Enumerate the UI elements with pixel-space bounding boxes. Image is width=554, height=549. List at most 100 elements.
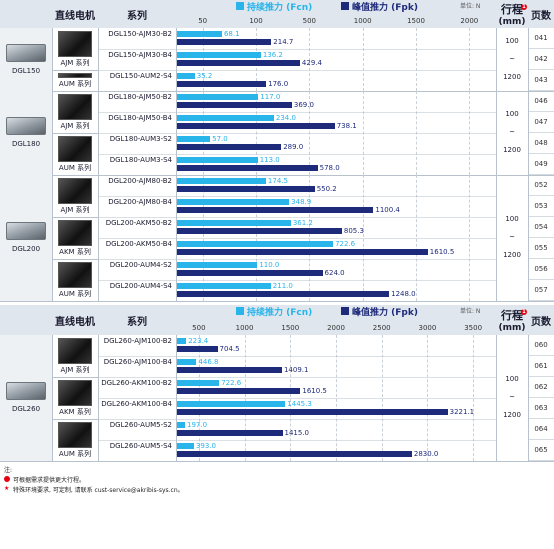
- row-divider: [98, 217, 496, 218]
- divider: [98, 175, 99, 301]
- peak-bar: [176, 270, 323, 276]
- page-link[interactable]: 060: [528, 335, 554, 356]
- peak-bar: [176, 81, 267, 87]
- continuous-value: 197.0: [187, 421, 208, 429]
- group-divider: [0, 91, 554, 92]
- motor-image: [58, 73, 92, 78]
- stroke-max: 1200: [503, 411, 521, 419]
- notes-prefix: 注:: [4, 467, 13, 474]
- axis-tick-label: 2000: [327, 324, 345, 332]
- divider: [52, 133, 98, 134]
- model-name: DGL200-AUM4-S2: [109, 261, 172, 269]
- peak-value: 176.0: [268, 80, 289, 88]
- peak-value: 1610.5: [429, 248, 455, 256]
- continuous-value: 110.0: [259, 261, 280, 269]
- row-divider: [98, 356, 496, 357]
- axis-tick-label: 1500: [407, 17, 425, 25]
- stage-image: [6, 117, 46, 135]
- continuous-value: 722.6: [335, 240, 356, 248]
- page-link[interactable]: 057: [528, 280, 554, 301]
- page-link[interactable]: 064: [528, 419, 554, 440]
- motor-image: [58, 262, 92, 288]
- model-name: DGL150-AJM30-B2: [108, 30, 172, 38]
- continuous-bar: [176, 73, 195, 79]
- page-link[interactable]: 055: [528, 238, 554, 259]
- divider: [98, 335, 99, 461]
- unit-label: 单位: N: [460, 3, 481, 10]
- page-link[interactable]: 048: [528, 133, 554, 154]
- divider: [176, 91, 177, 175]
- header-direct-motor: 直线电机: [52, 0, 98, 28]
- row-divider: [98, 49, 496, 50]
- divider: [52, 217, 98, 218]
- continuous-value: 223.4: [188, 337, 209, 345]
- legend-continuous-label: 持续推力 (Fcn): [247, 3, 313, 13]
- page-link[interactable]: 042: [528, 49, 554, 70]
- stage-image: [6, 43, 46, 62]
- stroke-unit: (mm): [498, 323, 526, 333]
- page-link[interactable]: 047: [528, 112, 554, 133]
- header-series: 系列: [98, 0, 176, 28]
- divider: [496, 28, 497, 91]
- peak-value: 1248.0: [391, 290, 416, 298]
- divider: [528, 28, 529, 91]
- continuous-value: 136.2: [262, 51, 283, 59]
- stroke-tilde: ~: [509, 128, 515, 136]
- motor-series-label: AJM 系列: [60, 366, 90, 374]
- peak-value: 805.3: [343, 227, 364, 235]
- page-link[interactable]: 054: [528, 217, 554, 238]
- page-link[interactable]: 053: [528, 196, 554, 217]
- row-divider: [98, 196, 496, 197]
- group-divider: [0, 175, 554, 176]
- note-marker-icon: 1: [521, 4, 527, 10]
- page-link[interactable]: 043: [528, 70, 554, 91]
- divider: [176, 28, 177, 91]
- model-name: DGL180-AUM3-S4: [109, 156, 172, 164]
- row-divider: [98, 398, 496, 399]
- page-link[interactable]: 056: [528, 259, 554, 280]
- page-link[interactable]: 049: [528, 154, 554, 175]
- peak-bar: [176, 228, 342, 234]
- axis-tick-label: 3000: [418, 324, 437, 332]
- legend-continuous-label: 持续推力 (Fcn): [247, 308, 313, 318]
- axis-tick-label: 500: [192, 324, 206, 332]
- page-link[interactable]: 062: [528, 377, 554, 398]
- peak-bar: [176, 430, 283, 436]
- page-link[interactable]: 065: [528, 440, 554, 461]
- axis-tick-label: 1500: [281, 324, 300, 332]
- divider: [528, 175, 529, 301]
- peak-value: 1100.4: [375, 206, 400, 214]
- peak-bar: [176, 144, 282, 150]
- page-link[interactable]: 046: [528, 91, 554, 112]
- stage-name: DGL200: [11, 245, 41, 253]
- model-name: DGL180-AUM3-S2: [109, 135, 172, 143]
- peak-bar: [176, 186, 315, 192]
- note-stroke: 可根据需求提供更大行程。: [13, 477, 86, 484]
- peak-bar: [176, 367, 282, 373]
- motor-image: [58, 422, 92, 448]
- continuous-bar: [176, 401, 286, 407]
- continuous-bar: [176, 241, 334, 247]
- row-divider: [98, 133, 496, 134]
- continuous-value: 211.0: [272, 282, 293, 290]
- motor-series-label: AJM 系列: [60, 59, 90, 67]
- page-link[interactable]: 063: [528, 398, 554, 419]
- model-name: DGL200-AKM50-B2: [105, 219, 172, 227]
- model-name: DGL200-AJM80-B4: [108, 198, 172, 206]
- stage-image: [6, 222, 46, 240]
- peak-value: 1409.1: [283, 366, 309, 374]
- star-icon: ★: [4, 485, 10, 492]
- page-link[interactable]: 041: [528, 28, 554, 49]
- group-divider: [0, 301, 554, 302]
- stroke-tilde: ~: [509, 233, 515, 241]
- page-link[interactable]: 061: [528, 356, 554, 377]
- row-divider: [98, 419, 496, 420]
- page-link[interactable]: 052: [528, 175, 554, 196]
- peak-value: 1415.0: [284, 429, 310, 437]
- continuous-bar: [176, 136, 211, 142]
- peak-bar: [176, 39, 272, 45]
- peak-bar: [176, 165, 318, 171]
- peak-value: 578.0: [319, 164, 340, 172]
- gridline: [256, 28, 257, 91]
- continuous-value: 234.0: [275, 114, 296, 122]
